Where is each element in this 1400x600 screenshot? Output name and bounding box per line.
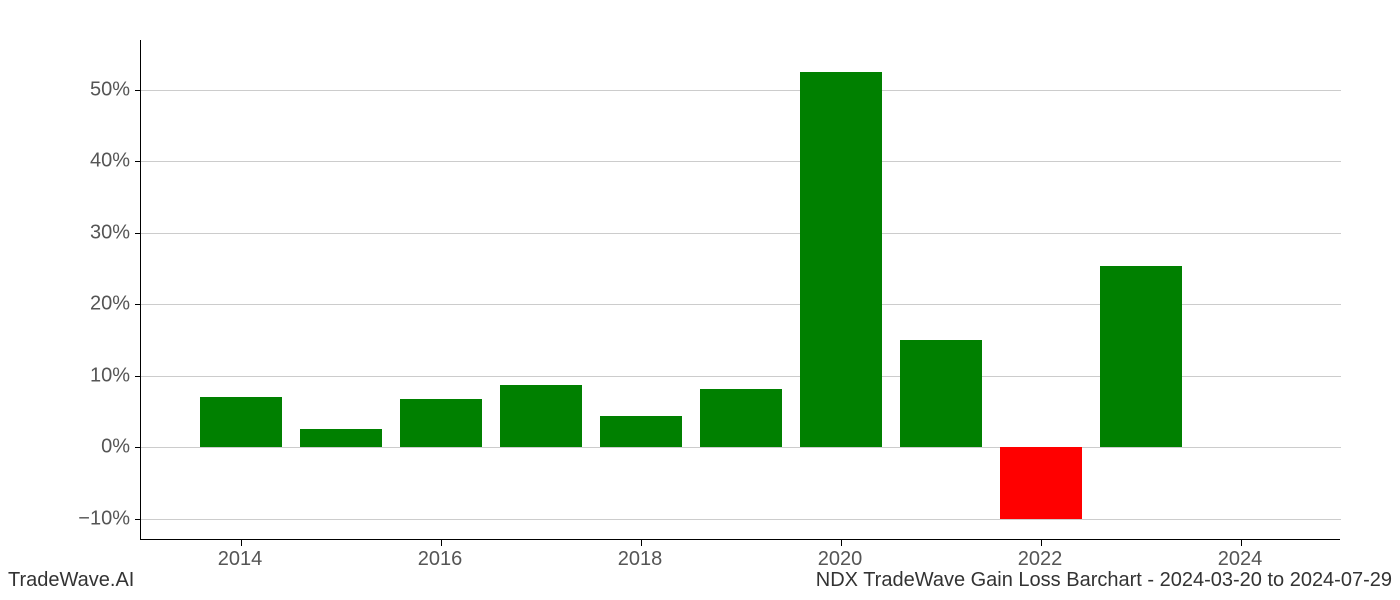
bar <box>200 397 282 447</box>
ytick-mark <box>135 376 141 377</box>
xtick-label: 2016 <box>418 548 463 571</box>
ytick-mark <box>135 447 141 448</box>
ytick-label: 20% <box>50 293 130 316</box>
xtick-label: 2022 <box>1018 548 1063 571</box>
xtick-mark <box>841 540 842 546</box>
ytick-label: 0% <box>50 436 130 459</box>
footer-left-label: TradeWave.AI <box>8 569 134 592</box>
xtick-mark <box>1041 540 1042 546</box>
xtick-mark <box>241 540 242 546</box>
xtick-mark <box>641 540 642 546</box>
ytick-label: 10% <box>50 364 130 387</box>
footer-right-label: NDX TradeWave Gain Loss Barchart - 2024-… <box>816 569 1392 592</box>
gridline <box>141 519 1341 520</box>
xtick-label: 2020 <box>818 548 863 571</box>
plot-area <box>140 40 1340 540</box>
xtick-label: 2018 <box>618 548 663 571</box>
ytick-mark <box>135 519 141 520</box>
chart-container: −10%0%10%20%30%40%50%2014201620182020202… <box>140 40 1340 540</box>
bar <box>400 399 482 448</box>
bar <box>1000 447 1082 518</box>
ytick-label: 40% <box>50 150 130 173</box>
bar <box>700 389 782 447</box>
ytick-mark <box>135 233 141 234</box>
ytick-label: 50% <box>50 79 130 102</box>
ytick-mark <box>135 161 141 162</box>
bar <box>600 416 682 447</box>
ytick-label: 30% <box>50 221 130 244</box>
ytick-label: −10% <box>50 507 130 530</box>
gridline <box>141 447 1341 448</box>
xtick-label: 2024 <box>1218 548 1263 571</box>
ytick-mark <box>135 90 141 91</box>
xtick-mark <box>1241 540 1242 546</box>
bar <box>800 72 882 447</box>
gridline <box>141 90 1341 91</box>
xtick-mark <box>441 540 442 546</box>
gridline <box>141 161 1341 162</box>
bar <box>300 429 382 447</box>
ytick-mark <box>135 304 141 305</box>
bar <box>900 340 982 447</box>
xtick-label: 2014 <box>218 548 263 571</box>
bar <box>1100 266 1182 447</box>
bar <box>500 385 582 447</box>
gridline <box>141 233 1341 234</box>
